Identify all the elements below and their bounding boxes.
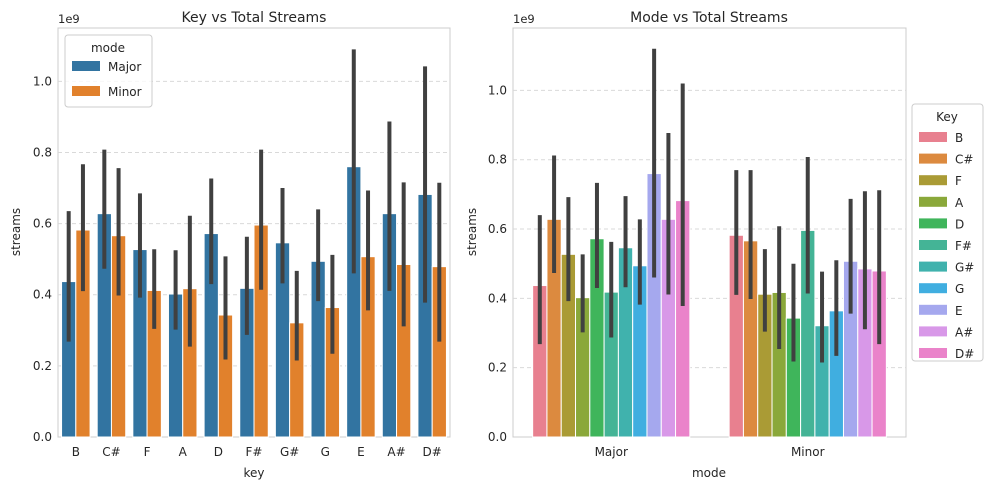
y-tick-label: 0.6 <box>488 222 507 236</box>
y-tick-label: 0.8 <box>33 145 52 159</box>
x-tick-label: F# <box>246 445 263 459</box>
legend-label-g: G <box>955 282 964 296</box>
y-tick-label: 0.6 <box>33 217 52 231</box>
y-tick-label: 0.0 <box>488 430 507 444</box>
legend-label-a: A <box>955 196 964 210</box>
legend-swatch-d <box>919 218 947 229</box>
y-tick-label: 0.8 <box>488 153 507 167</box>
bars <box>61 166 447 438</box>
x-tick-label: D# <box>423 445 442 459</box>
y-tick-label: 0.4 <box>33 288 52 302</box>
mode-vs-streams-chart: 0.0 0.2 0.4 0.6 0.8 1.0 Major Minor Mode vs To… <box>465 10 984 480</box>
legend-swatch-f <box>919 175 947 186</box>
legend-label-e: E <box>955 304 963 318</box>
legend-label-major: Major <box>108 60 141 74</box>
legend-swatch-c-sharp <box>919 153 947 164</box>
legend-swatch-f-sharp <box>919 240 947 250</box>
legend-label-g-sharp: G# <box>955 261 974 275</box>
y-tick-label: 0.2 <box>33 359 52 373</box>
y-tick-label: 0.0 <box>33 430 52 444</box>
legend-box <box>911 103 984 362</box>
legend-label-f: F <box>955 174 962 188</box>
legend-swatch-b <box>919 132 947 142</box>
chart-title: Mode vs Total Streams <box>630 10 788 26</box>
x-tick-label: G <box>321 445 330 459</box>
legend-label-c-sharp: C# <box>955 153 973 167</box>
legend-swatch-minor <box>72 86 100 96</box>
legend-label-f-sharp: F# <box>955 239 972 253</box>
x-tick-label: E <box>357 445 365 459</box>
chart-title: Key vs Total Streams <box>182 10 327 26</box>
legend-swatch-a <box>919 196 947 207</box>
legend-swatch-g-sharp <box>919 261 947 272</box>
x-tick-label: Major <box>595 445 628 459</box>
x-tick-label: G# <box>280 445 299 459</box>
legend-label-d: D <box>955 217 964 231</box>
y-tick-labels: 0.0 0.2 0.4 0.6 0.8 1.0 <box>488 83 507 444</box>
y-axis-label: streams <box>9 208 23 256</box>
x-axis-label: key <box>243 466 264 480</box>
x-tick-labels: Major Minor <box>595 445 825 459</box>
legend-swatch-major <box>72 61 100 71</box>
x-tick-label: A <box>179 445 188 459</box>
y-offset-label: 1e9 <box>58 12 80 26</box>
legend-label-b: B <box>955 131 963 145</box>
x-tick-label: F <box>144 445 151 459</box>
x-tick-label: C# <box>102 445 120 459</box>
legend-swatch-d-sharp <box>919 348 947 358</box>
legend-swatch-a-sharp <box>919 326 947 337</box>
legend-title: Key <box>936 110 958 124</box>
x-tick-label: D <box>214 445 223 459</box>
legend-swatch-g <box>919 283 947 294</box>
x-axis-label: mode <box>692 466 726 480</box>
legend-swatch-e <box>919 304 947 315</box>
legend-label-d-sharp: D# <box>955 347 974 361</box>
legend-label-a-sharp: A# <box>955 325 973 339</box>
key-vs-streams-chart: 0.0 0.2 0.4 0.6 0.8 1.0 B C# F A D F# G# G E A# D# Key … <box>9 10 451 480</box>
y-tick-label: 1.0 <box>488 83 507 97</box>
error-bars <box>537 48 882 363</box>
bars <box>532 173 887 438</box>
x-tick-label: Minor <box>791 445 825 459</box>
error-bars <box>66 49 442 361</box>
y-tick-labels: 0.0 0.2 0.4 0.6 0.8 1.0 <box>33 74 52 444</box>
x-tick-label: B <box>72 445 80 459</box>
legend-title: mode <box>91 41 125 55</box>
legend: Key B C# FAD F# G# GE A# D# <box>911 103 984 362</box>
y-tick-label: 1.0 <box>33 74 52 88</box>
legend: mode Major Minor <box>64 34 153 108</box>
legend-label-minor: Minor <box>108 85 142 99</box>
y-offset-label: 1e9 <box>513 12 535 26</box>
legend-items: B C# FAD F# G# GE A# D# <box>919 131 974 361</box>
y-tick-label: 0.2 <box>488 361 507 375</box>
x-tick-labels: B C# F A D F# G# G E A# D# <box>72 445 442 459</box>
y-tick-label: 0.4 <box>488 291 507 305</box>
y-axis-label: streams <box>465 208 479 256</box>
x-tick-label: A# <box>387 445 405 459</box>
